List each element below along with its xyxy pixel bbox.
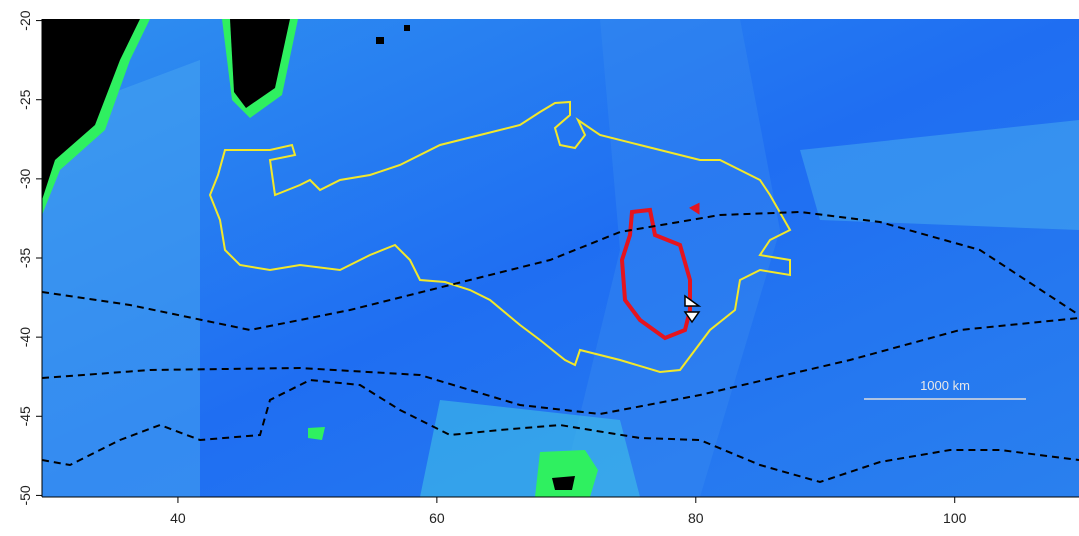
y-tick-label: -40	[17, 327, 33, 347]
y-tick-label: -45	[17, 406, 33, 426]
y-tick-label: -20	[17, 10, 33, 30]
y-tick-label: -50	[17, 485, 33, 505]
map-area: 1000 km	[42, 19, 1079, 497]
island	[404, 25, 410, 31]
island	[552, 476, 575, 490]
y-tick-label: -25	[17, 89, 33, 109]
x-tick-label: 40	[170, 510, 186, 526]
x-tick-label: 60	[429, 510, 445, 526]
island	[376, 37, 384, 44]
x-tick-label: 80	[688, 510, 704, 526]
scale-label: 1000 km	[920, 378, 970, 393]
x-tick-label: 100	[943, 510, 967, 526]
map-figure: 1000 km 40 60 80 100 -20 -25 -30 -35 -40 -45 -50	[0, 0, 1079, 536]
y-tick-label: -35	[17, 248, 33, 268]
y-tick-label: -30	[17, 169, 33, 189]
